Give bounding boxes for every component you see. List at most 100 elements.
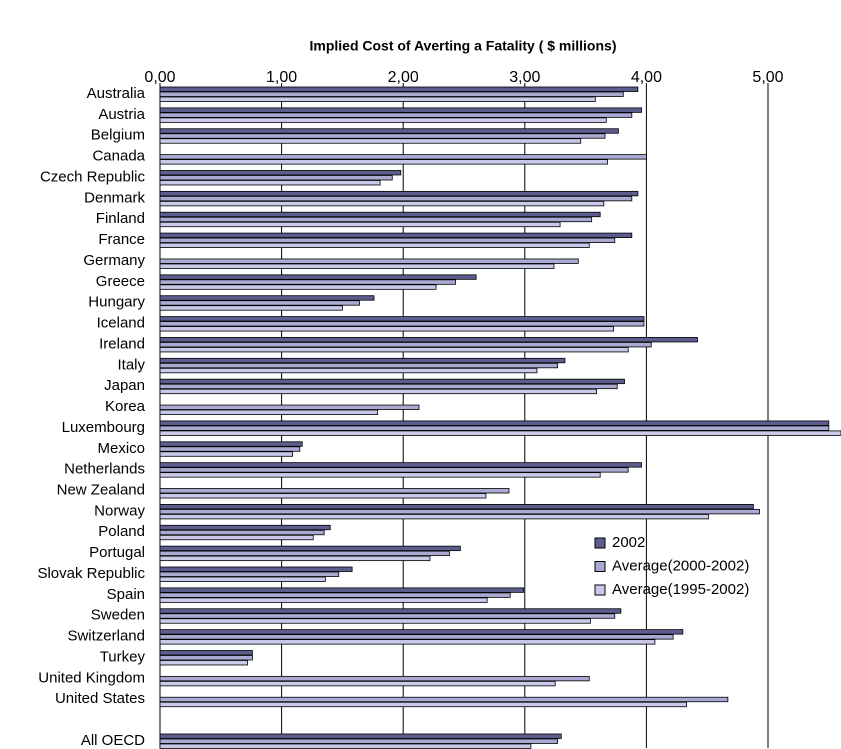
- bar: [159, 743, 532, 749]
- y-tick-label: Austria: [98, 106, 145, 123]
- bar: [159, 587, 524, 593]
- bar: [159, 592, 511, 598]
- bar: [159, 534, 314, 541]
- bar: [159, 733, 562, 739]
- bar: [159, 242, 590, 248]
- bar: [159, 347, 629, 353]
- bar: [159, 441, 303, 447]
- bar: [159, 446, 301, 452]
- bar: [159, 451, 293, 457]
- bar: [159, 629, 684, 635]
- bar: [159, 216, 593, 223]
- bar: [159, 430, 841, 436]
- bar: [159, 96, 596, 102]
- x-tick-label: 1,00: [266, 69, 297, 86]
- bar: [159, 472, 601, 478]
- bar: [159, 211, 601, 218]
- bar: [159, 321, 645, 327]
- legend-label: Average(1995-2002): [612, 581, 749, 598]
- y-tick-label: Norway: [94, 502, 145, 519]
- legend-swatch: [594, 584, 606, 596]
- bar: [159, 175, 393, 181]
- bar: [159, 467, 629, 473]
- bar: [159, 274, 477, 280]
- bar: [159, 576, 326, 582]
- bar: [159, 524, 331, 531]
- bar: [159, 738, 559, 744]
- bar: [159, 133, 606, 139]
- bar: [159, 571, 340, 577]
- bar: [159, 357, 566, 364]
- bar: [159, 545, 461, 552]
- bar: [159, 650, 253, 656]
- y-tick-label: Italy: [117, 356, 145, 373]
- bar: [159, 284, 437, 290]
- y-tick-label: All OECD: [81, 732, 145, 749]
- bar: [159, 550, 450, 557]
- bar: [159, 675, 590, 682]
- x-tick-label: 2,00: [388, 69, 419, 86]
- bar: [159, 362, 559, 369]
- bar: [159, 404, 420, 410]
- y-tick-label: Luxembourg: [62, 419, 145, 436]
- y-tick-label: Poland: [98, 523, 145, 540]
- bar: [159, 342, 652, 348]
- bar: [159, 488, 510, 494]
- bar: [159, 195, 633, 202]
- y-tick-label: New Zealand: [57, 481, 145, 498]
- bar: [159, 258, 579, 264]
- y-tick-label: United Kingdom: [38, 669, 145, 686]
- y-tick-label: Belgium: [91, 127, 145, 144]
- x-tick-label: 4,00: [631, 69, 662, 86]
- y-tick-label: Hungary: [88, 294, 145, 311]
- y-tick-label: Czech Republic: [40, 168, 146, 185]
- y-tick-label: Denmark: [84, 189, 145, 206]
- x-tick-label: 0,00: [144, 69, 175, 86]
- bar: [159, 555, 431, 562]
- bar: [159, 232, 633, 238]
- bar: [159, 263, 555, 269]
- y-tick-label: Australia: [87, 85, 146, 102]
- bar: [159, 701, 687, 708]
- bar: [159, 200, 605, 207]
- bar: [159, 180, 381, 186]
- bar: [159, 300, 360, 306]
- bar: [159, 462, 642, 468]
- bar: [159, 237, 616, 243]
- y-tick-label: United States: [55, 690, 145, 707]
- bar: [159, 696, 729, 703]
- bar: [159, 409, 379, 415]
- x-tick-label: 5,00: [752, 69, 783, 86]
- y-tick-label: Korea: [105, 398, 146, 415]
- bar: [159, 514, 709, 520]
- bar: [159, 326, 614, 332]
- bar: [159, 117, 607, 123]
- bar: [159, 608, 622, 614]
- y-tick-label: Switzerland: [67, 628, 145, 645]
- y-tick-label: Ireland: [99, 335, 145, 352]
- bar: [159, 613, 616, 619]
- y-tick-label: Turkey: [100, 648, 146, 665]
- bar: [159, 388, 597, 395]
- bar: [159, 597, 488, 603]
- bar: [159, 655, 253, 661]
- y-tick-label: Mexico: [97, 440, 145, 457]
- bar: [159, 221, 561, 228]
- y-tick-label: Germany: [83, 252, 145, 269]
- y-tick-label: Sweden: [91, 607, 145, 624]
- bar: [159, 170, 402, 176]
- bar: [159, 316, 645, 322]
- y-tick-label: Finland: [96, 210, 145, 227]
- bar: [159, 190, 639, 197]
- bar: [159, 107, 642, 113]
- bar: [159, 138, 582, 144]
- bar: [159, 367, 538, 374]
- bar: [159, 660, 248, 666]
- legend-swatch: [594, 561, 606, 572]
- y-tick-label: France: [98, 231, 145, 248]
- bar: [159, 508, 760, 515]
- bar: [159, 634, 674, 640]
- y-tick-label: Japan: [104, 377, 145, 394]
